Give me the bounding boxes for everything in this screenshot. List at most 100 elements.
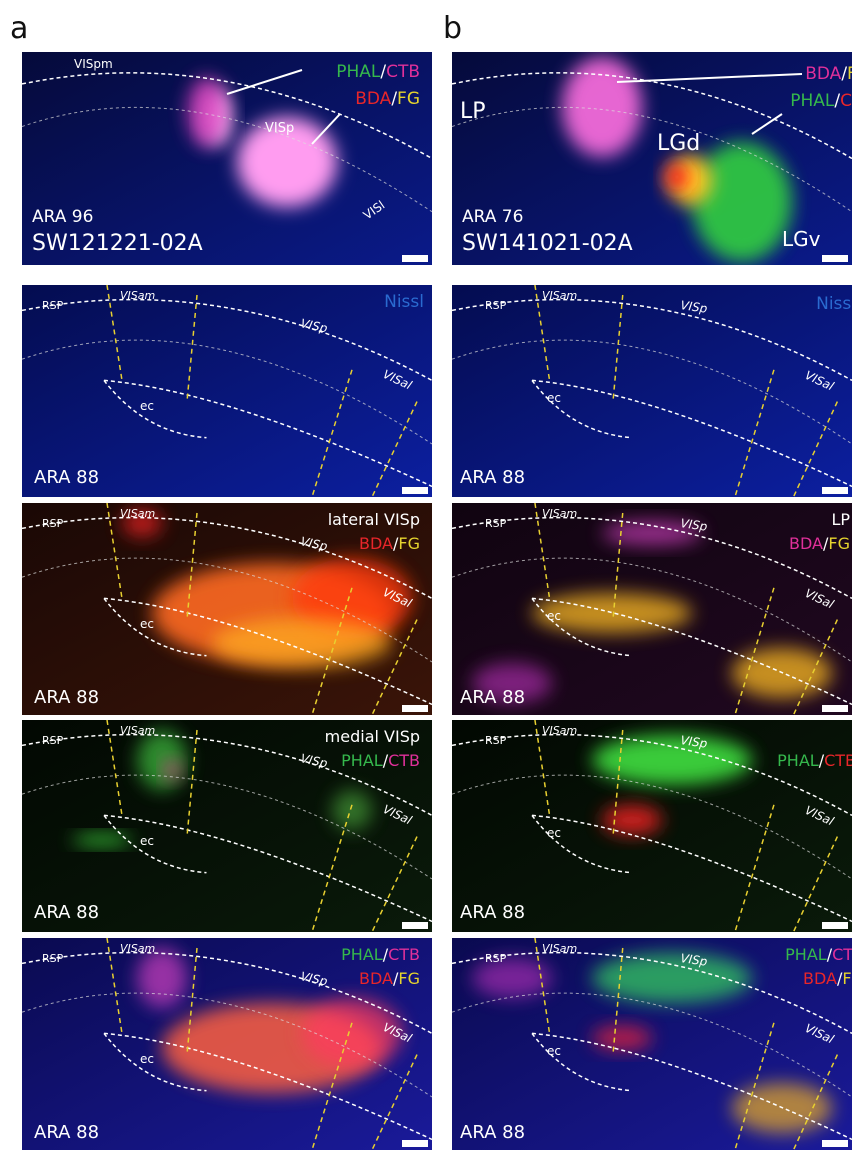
annotation: RSP xyxy=(42,952,64,965)
background xyxy=(452,285,852,497)
tracer-label: PHAL xyxy=(336,62,381,82)
label-signal xyxy=(592,735,752,785)
micrograph-panel: RSPVISamVISpVISalecPHAL/CTBBDA/FGARA 88 xyxy=(22,938,432,1150)
tracer-label: PHAL xyxy=(341,751,383,770)
scale-bar xyxy=(402,922,428,929)
annotation: BDA/FG xyxy=(789,534,850,553)
annotation: medial VISp xyxy=(325,727,420,746)
tracer-label: CTB xyxy=(386,62,420,82)
tracer-label: CTB xyxy=(824,751,855,770)
scale-bar xyxy=(822,487,848,494)
tracer-label: FG xyxy=(398,969,420,988)
annotation: PHAL/CTB xyxy=(777,751,855,770)
tracer-label: PHAL xyxy=(790,91,835,111)
annotation: Nissl xyxy=(816,294,855,314)
annotation: ARA 96 xyxy=(32,207,93,227)
annotation: VISam xyxy=(542,724,577,737)
annotation: RSP xyxy=(485,952,507,965)
figure: a b VISpmVISpVISlPHAL/CTBBDA/FGARA 96SW1… xyxy=(0,0,855,1153)
annotation: RSP xyxy=(485,734,507,747)
annotation: RSP xyxy=(42,299,64,312)
tracer-label: CTB xyxy=(388,945,420,964)
scale-bar xyxy=(822,255,848,262)
scale-bar xyxy=(822,705,848,712)
tracer-label: BDA xyxy=(803,969,837,988)
label-signal xyxy=(602,805,662,835)
tracer-label: CTB xyxy=(832,945,855,964)
tracer-label: BDA xyxy=(805,64,841,84)
scale-bar xyxy=(402,487,428,494)
micrograph-panel: RSPVISamVISpVISalecLGdPHAL/CTBARA 88 xyxy=(452,720,855,932)
annotation: ec xyxy=(140,1052,154,1066)
annotation: ec xyxy=(547,609,561,623)
tracer-label: CTB xyxy=(840,91,855,111)
label-signal xyxy=(187,77,227,147)
tracer-label: BDA xyxy=(359,969,393,988)
tracer-label: FG xyxy=(828,534,850,553)
tracer-label: PHAL xyxy=(785,945,827,964)
tracer-label: FG xyxy=(847,64,855,84)
annotation: PHAL/CTB xyxy=(336,62,420,82)
annotation: SW121221-02A xyxy=(32,231,203,256)
annotation: BDA/FG xyxy=(355,89,420,109)
tracer-label: PHAL xyxy=(777,751,819,770)
scale-bar xyxy=(402,1140,428,1147)
panel-letter: a xyxy=(10,11,28,46)
tracer-label: FG xyxy=(842,969,855,988)
annotation: PHAL/CTB xyxy=(790,91,855,111)
annotation: VISam xyxy=(120,507,155,520)
annotation: ec xyxy=(140,834,154,848)
annotation: ec xyxy=(547,826,561,840)
tracer-label: CTB xyxy=(388,751,420,770)
annotation: BDA/FG xyxy=(359,969,420,988)
label-signal xyxy=(472,958,552,998)
annotation: Nissl xyxy=(384,292,424,312)
scale-bar xyxy=(822,1140,848,1147)
label-signal xyxy=(692,142,792,262)
annotation: PHAL/CTB xyxy=(341,751,420,770)
tracer-label: FG xyxy=(397,89,420,109)
micrograph-panel: RSPVISamVISpVISalecLPBDA/FGARA 88 xyxy=(452,503,852,715)
annotation: VISp xyxy=(265,121,294,136)
annotation: ec xyxy=(547,391,561,405)
label-signal xyxy=(212,618,392,668)
annotation: ARA 88 xyxy=(34,687,99,708)
annotation: LP xyxy=(460,99,486,124)
annotation: PHAL/CTB xyxy=(341,945,420,964)
annotation: VISam xyxy=(542,942,577,955)
scale-bar xyxy=(822,922,848,929)
annotation: VISam xyxy=(120,289,155,302)
annotation: VISam xyxy=(120,942,155,955)
annotation: BDA/FG xyxy=(805,64,855,84)
annotation: ec xyxy=(547,1044,561,1058)
tracer-label: PHAL xyxy=(341,945,383,964)
annotation: SW141021-02A xyxy=(462,231,633,256)
scale-bar xyxy=(402,255,428,262)
annotation: ARA 88 xyxy=(460,1122,525,1143)
annotation: RSP xyxy=(485,517,507,530)
annotation: VISam xyxy=(542,507,577,520)
annotation: ARA 88 xyxy=(34,467,99,488)
annotation: ec xyxy=(140,399,154,413)
tracer-label: FG xyxy=(398,534,420,553)
background xyxy=(22,285,432,497)
annotation: BDA/FG xyxy=(803,969,855,988)
annotation: LP xyxy=(831,510,850,529)
annotation: LGv xyxy=(782,227,821,251)
label-signal xyxy=(332,790,372,830)
annotation: ARA 88 xyxy=(460,902,525,923)
label-signal xyxy=(665,163,689,191)
label-signal xyxy=(137,948,187,1008)
tracer-label: BDA xyxy=(789,534,823,553)
annotation: PHAL/CTB xyxy=(785,945,855,964)
label-signal xyxy=(592,1026,652,1050)
annotation: ARA 88 xyxy=(460,467,525,488)
annotation: ARA 88 xyxy=(34,1122,99,1143)
label-signal xyxy=(562,57,642,157)
annotation: lateral VISp xyxy=(328,510,420,529)
annotation: ec xyxy=(140,617,154,631)
label-signal xyxy=(592,953,752,1003)
